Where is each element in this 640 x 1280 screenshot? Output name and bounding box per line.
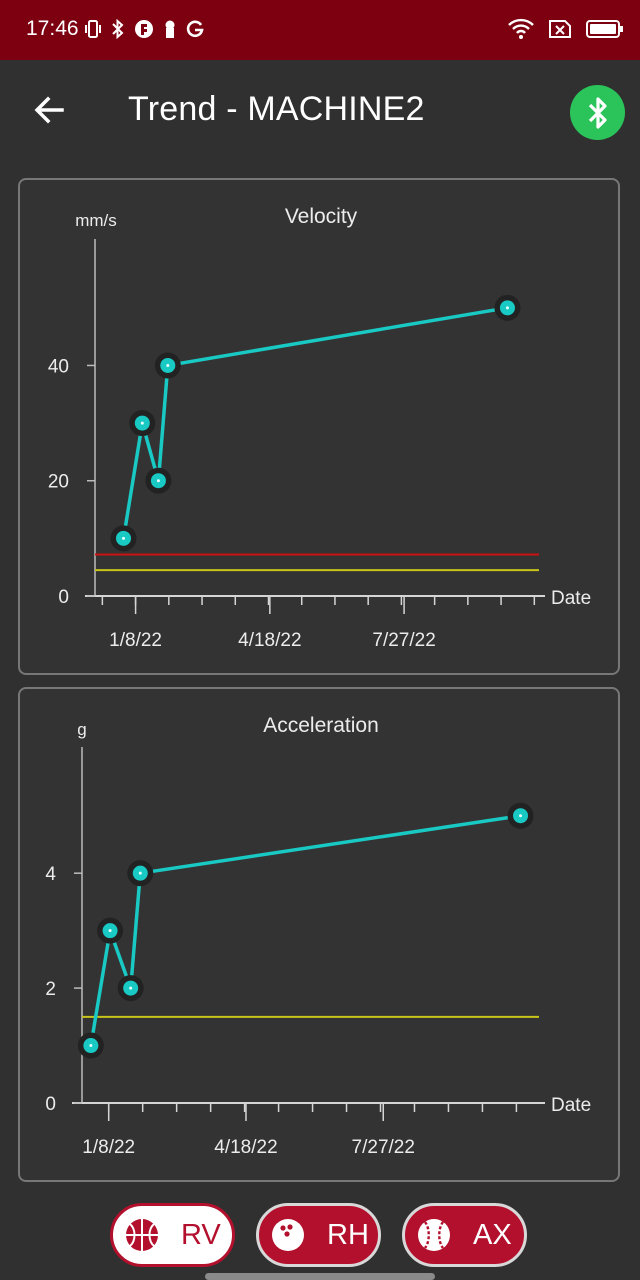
basketball-icon	[119, 1212, 165, 1258]
x-tick-label: 4/18/22	[214, 1137, 277, 1158]
page-title: Trend - MACHINE2	[128, 90, 425, 128]
status-time: 17:46	[26, 17, 79, 40]
x-tick-label: 1/8/22	[82, 1137, 135, 1158]
x-axis-label: Date	[551, 1095, 591, 1116]
status-right-icons	[508, 18, 624, 45]
bluetooth-icon	[111, 18, 125, 44]
data-point-center	[505, 306, 509, 310]
data-point-center	[166, 363, 170, 367]
series-line	[89, 813, 521, 1046]
vibrate-icon	[84, 19, 102, 44]
data-point-center	[108, 929, 112, 933]
wifi-icon	[508, 18, 534, 45]
y-tick-label: 2	[45, 979, 56, 1000]
y-axis-unit-label: g	[77, 720, 86, 739]
x-tick-label: 1/8/22	[109, 630, 162, 651]
baseball-icon	[411, 1212, 457, 1258]
x-tick-label: 7/27/22	[372, 630, 435, 651]
data-point-center	[89, 1044, 93, 1048]
x-tick-label: 4/18/22	[238, 630, 301, 651]
mode-selector: RV RH AX	[0, 1200, 640, 1280]
series-line	[121, 306, 508, 539]
y-tick-label: 0	[45, 1094, 56, 1115]
rv-button[interactable]: RV	[110, 1203, 235, 1267]
y-axis-unit-label: mm/s	[75, 211, 117, 230]
status-left-icons	[84, 18, 204, 44]
y-tick-label: 4	[45, 864, 56, 885]
x-tick-label: 7/27/22	[352, 1137, 415, 1158]
battery-icon	[586, 19, 624, 44]
home-indicator[interactable]	[205, 1273, 435, 1280]
app-bar: Trend - MACHINE2	[0, 60, 640, 164]
chart-title: Velocity	[285, 205, 358, 228]
google-icon	[186, 19, 204, 44]
back-button[interactable]	[30, 90, 70, 130]
acceleration-chart-card: Acceleration g Date 0 2 4 1/8/22 4/18/22 7/27/22	[18, 687, 620, 1182]
rh-button-label: RH	[327, 1218, 369, 1251]
data-point-center	[122, 536, 126, 540]
status-bar: 17:46	[0, 0, 640, 60]
velocity-chart: Velocity mm/s Date 0 20 40 1/8/22 4/18/22 7/27/2…	[48, 205, 591, 651]
bluetooth-button[interactable]	[570, 85, 625, 140]
data-point-center	[138, 871, 142, 875]
y-tick-label: 20	[48, 472, 69, 493]
app-icon	[134, 19, 154, 44]
acceleration-chart: Acceleration g Date 0 2 4 1/8/22 4/18/22 7/27/22	[45, 714, 591, 1158]
x-axis-label: Date	[551, 588, 591, 609]
y-tick-label: 40	[48, 356, 69, 377]
chart-title: Acceleration	[263, 714, 379, 737]
no-sim-icon	[548, 19, 572, 44]
arrow-left-icon	[34, 96, 64, 124]
bluetooth-icon	[588, 96, 607, 129]
ax-button-label: AX	[473, 1218, 512, 1251]
y-tick-label: 0	[58, 587, 69, 608]
data-point-center	[140, 421, 144, 425]
keyhole-icon	[163, 19, 177, 44]
velocity-chart-card: Velocity mm/s Date 0 20 40 1/8/22 4/18/22 7/27/2…	[18, 178, 620, 675]
data-point-center	[129, 986, 133, 990]
rv-button-label: RV	[181, 1218, 221, 1251]
data-point-center	[519, 814, 523, 818]
data-point-center	[156, 479, 160, 483]
rh-button[interactable]: RH	[256, 1203, 381, 1267]
ax-button[interactable]: AX	[402, 1203, 527, 1267]
bowling-ball-icon	[265, 1212, 311, 1258]
